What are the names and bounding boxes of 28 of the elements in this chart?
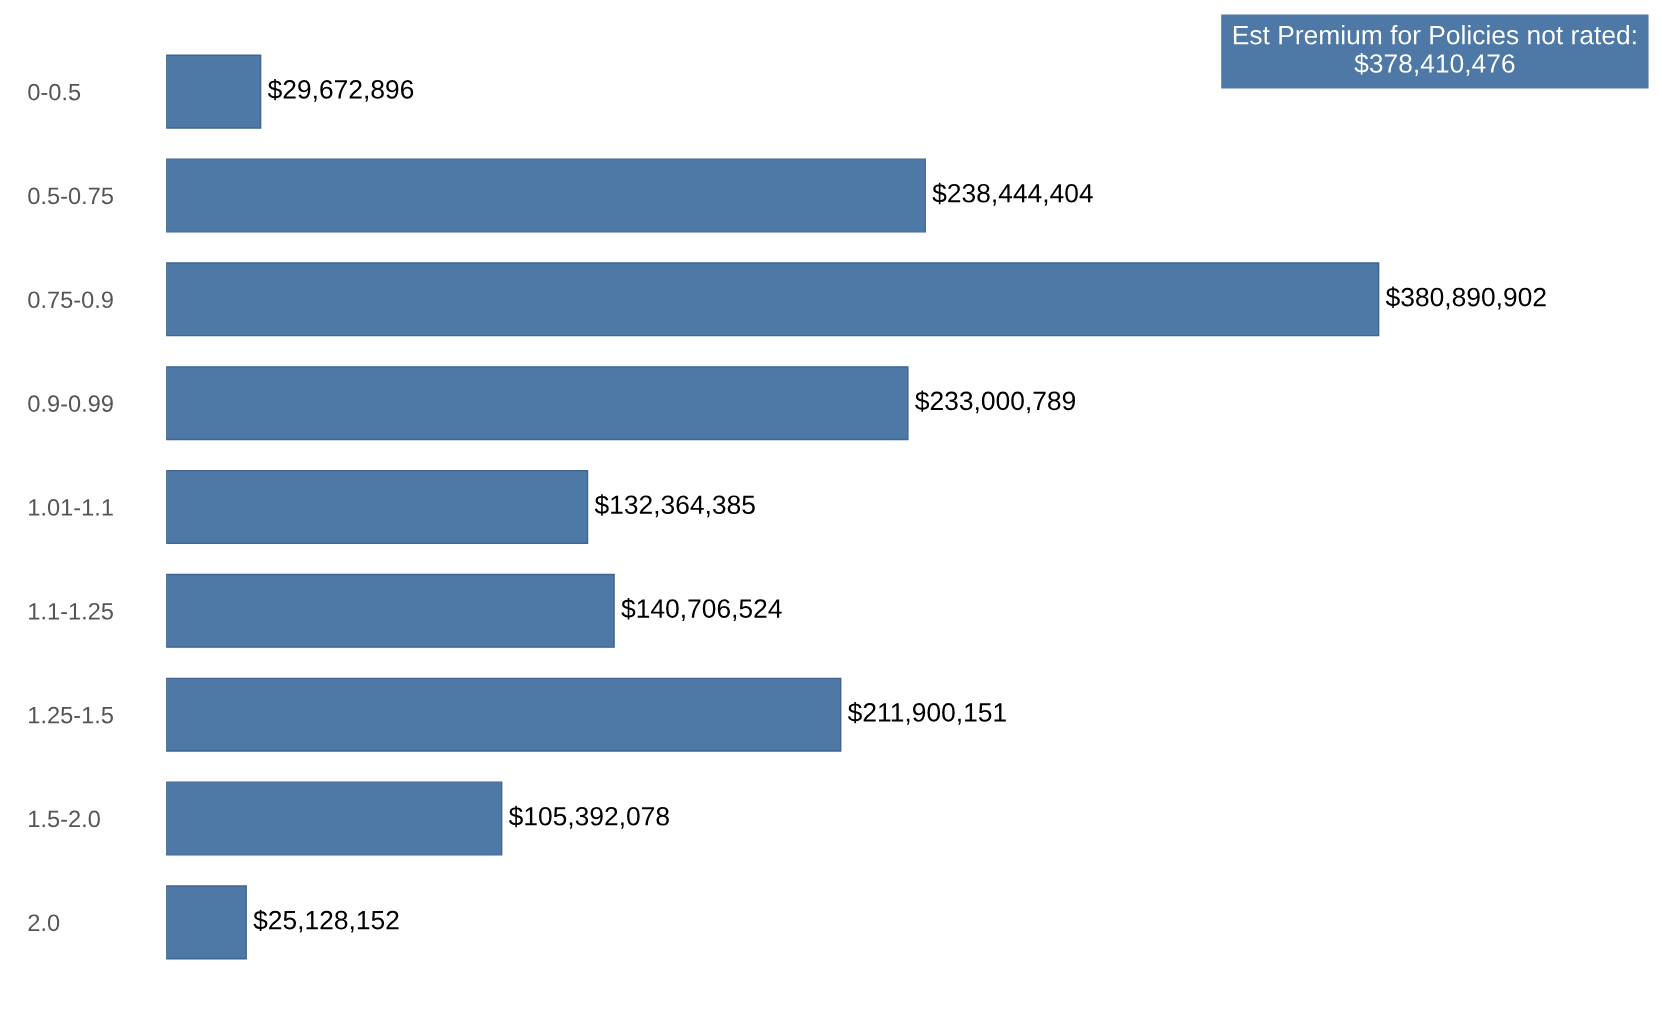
data-label: $233,000,789 bbox=[915, 390, 1075, 414]
y-tick-label: 1.25-1.5 bbox=[29, 706, 113, 724]
bar bbox=[166, 885, 247, 960]
data-label: $140,706,524 bbox=[621, 598, 782, 622]
annotation: Est Premium for Policies not rated: $378,410,476 bbox=[1233, 25, 1636, 76]
data-label: $105,392,078 bbox=[508, 805, 669, 829]
bar bbox=[166, 469, 589, 545]
y-tick-label: 2.0 bbox=[28, 914, 60, 932]
bar bbox=[166, 262, 1380, 337]
bar bbox=[166, 158, 926, 233]
data-label: $29,672,896 bbox=[267, 78, 414, 102]
data-label: $25,128,152 bbox=[253, 909, 399, 933]
data-label: $380,890,902 bbox=[1385, 286, 1546, 310]
bar bbox=[166, 366, 909, 441]
y-tick-label: 1.1-1.25 bbox=[29, 602, 113, 620]
y-tick-label: 0.5-0.75 bbox=[28, 187, 113, 205]
bar bbox=[166, 54, 262, 129]
data-label: $238,444,404 bbox=[932, 182, 1093, 206]
data-label: $211,900,151 bbox=[847, 701, 1006, 725]
data-label: $132,364,385 bbox=[594, 494, 755, 518]
y-tick-label: 0.9-0.99 bbox=[28, 395, 113, 412]
bar bbox=[166, 677, 842, 752]
y-tick-label: 1.5-2.0 bbox=[29, 810, 100, 828]
y-tick-label: 1.01-1.1 bbox=[29, 499, 113, 516]
y-tick-label: 0.75-0.9 bbox=[28, 291, 113, 309]
bar bbox=[166, 781, 503, 856]
bar bbox=[166, 573, 615, 648]
y-tick-label: 0-0.5 bbox=[28, 83, 81, 101]
